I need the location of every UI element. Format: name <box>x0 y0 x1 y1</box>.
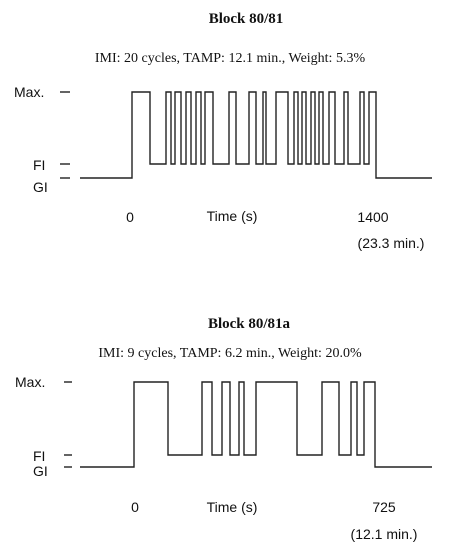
y-label-gi: GI <box>33 463 48 479</box>
panel-block-80-81: Block 80/81 IMI: 20 cycles, TAMP: 12.1 m… <box>14 11 432 251</box>
panel-title: Block 80/81a <box>208 316 291 332</box>
panel-subtitle: IMI: 20 cycles, TAMP: 12.1 min., Weight:… <box>95 51 366 66</box>
panel-title: Block 80/81 <box>209 11 284 27</box>
x-axis-title: Time (s) <box>207 499 258 515</box>
x-label-end: 725 <box>372 499 396 515</box>
y-label-fi: FI <box>33 157 45 173</box>
y-label-max: Max. <box>14 84 44 100</box>
x-label-start: 0 <box>131 499 139 515</box>
x-axis-title: Time (s) <box>207 208 258 224</box>
x-label-end-note: (23.3 min.) <box>358 235 425 251</box>
load-waveform <box>80 91 432 179</box>
load-waveform <box>80 381 432 468</box>
y-label-fi: FI <box>33 448 45 464</box>
x-label-end-note: (12.1 min.) <box>351 526 418 542</box>
panel-subtitle: IMI: 9 cycles, TAMP: 6.2 min., Weight: 2… <box>98 346 362 361</box>
panel-block-80-81a: Block 80/81a IMI: 9 cycles, TAMP: 6.2 mi… <box>15 316 432 542</box>
x-label-start: 0 <box>126 209 134 225</box>
x-label-end: 1400 <box>357 209 388 225</box>
y-label-max: Max. <box>15 374 45 390</box>
y-label-gi: GI <box>33 179 48 195</box>
